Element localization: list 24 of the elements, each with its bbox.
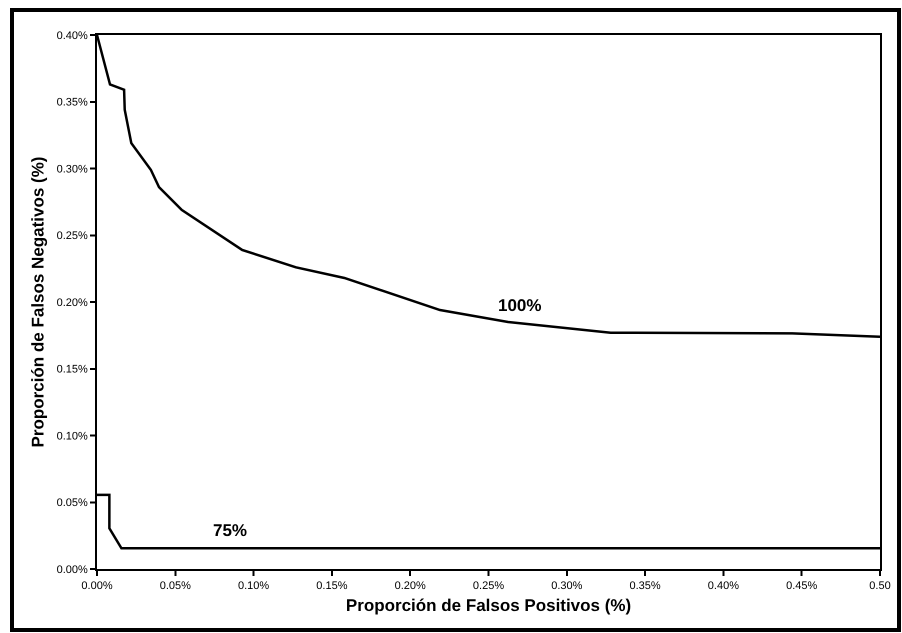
- y-tick-label: 0.40%: [56, 30, 88, 42]
- x-tick-label: 0.30%: [551, 580, 583, 592]
- x-tick-label: 0.25%: [472, 580, 504, 592]
- y-tick-label: 0.15%: [56, 364, 88, 376]
- y-tick-label: 0.05%: [56, 497, 88, 510]
- y-tick-label: 0.10%: [56, 430, 88, 442]
- x-tick-label: 0.05%: [160, 580, 192, 592]
- x-tick-label: 0.50: [869, 580, 891, 592]
- x-tick-label: 0.40%: [708, 580, 740, 592]
- y-axis-title: Proporción de Falsos Negativos (%): [28, 156, 48, 448]
- x-tick-label: 0.45%: [786, 580, 818, 592]
- y-tick-label: 0.35%: [56, 96, 88, 109]
- series-label: 100%: [498, 296, 542, 315]
- y-tick-label: 0.00%: [56, 564, 88, 576]
- x-tick-label: 0.15%: [316, 580, 348, 592]
- x-tick-label: 0.35%: [630, 580, 661, 592]
- y-tick-label: 0.20%: [56, 296, 88, 309]
- x-tick-label: 0.10%: [238, 580, 270, 592]
- x-tick-label: 0.00%: [81, 580, 113, 592]
- y-tick-label: 0.25%: [56, 230, 88, 242]
- x-tick-label: 0.20%: [394, 580, 426, 592]
- x-axis-title: Proporción de Falsos Positivos (%): [346, 596, 632, 616]
- y-tick-label: 0.30%: [56, 163, 88, 176]
- series-label: 75%: [213, 521, 248, 540]
